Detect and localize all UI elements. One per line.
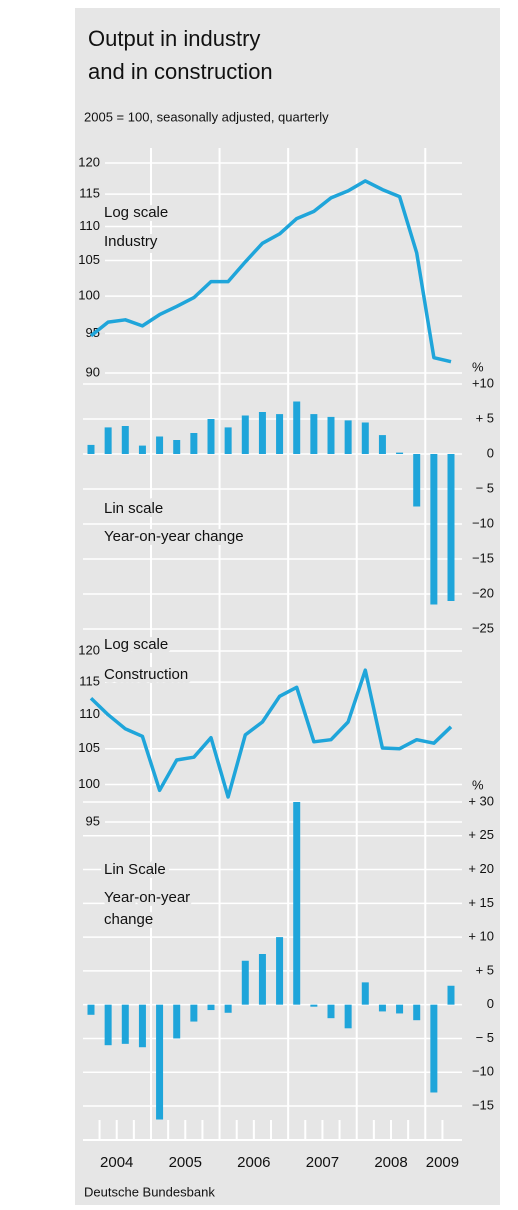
bar xyxy=(396,452,404,454)
bar xyxy=(207,1004,215,1011)
y-tick-label: + 15 xyxy=(468,895,494,910)
x-tick-label: 2007 xyxy=(306,1154,339,1171)
chart-title: and in construction xyxy=(88,59,273,84)
bar xyxy=(138,1004,146,1048)
y-tick-label: 90 xyxy=(86,364,100,379)
bar xyxy=(173,1004,181,1039)
annotation: Lin scale xyxy=(104,500,163,517)
bar xyxy=(378,435,386,454)
bar xyxy=(430,454,438,605)
bar xyxy=(396,1004,404,1014)
bar xyxy=(121,426,129,454)
annotation: Log scale xyxy=(104,204,168,221)
subtitle: 2005 = 100, seasonally adjusted, quarter… xyxy=(84,109,329,124)
bar xyxy=(344,420,352,454)
bar xyxy=(276,937,284,1005)
bar xyxy=(413,1004,421,1021)
y-tick-label: 95 xyxy=(86,813,100,828)
bar xyxy=(190,1004,198,1022)
bar xyxy=(156,1004,164,1120)
annotation: Year-on-year change xyxy=(104,528,244,545)
y-tick-label: −10 xyxy=(472,515,494,530)
y-tick-label: + 5 xyxy=(476,962,494,977)
bar xyxy=(156,436,164,454)
annotation: Log scale xyxy=(104,636,168,653)
bar xyxy=(430,1004,438,1093)
bar xyxy=(224,1004,232,1013)
y-tick-label: 0 xyxy=(487,996,494,1011)
chart-title: Output in industry xyxy=(88,26,260,51)
bar xyxy=(104,1004,112,1046)
y-tick-label: 105 xyxy=(78,740,100,755)
annotation: Lin Scale xyxy=(104,861,166,878)
x-tick-label: 2009 xyxy=(426,1154,459,1171)
y-tick-label: 115 xyxy=(79,674,100,689)
bar xyxy=(361,982,369,1005)
y-tick-label: − 5 xyxy=(476,1030,494,1045)
axis-unit: % xyxy=(472,359,484,374)
bar xyxy=(310,1004,318,1007)
y-tick-label: +10 xyxy=(472,375,494,390)
y-tick-label: −15 xyxy=(472,1097,494,1112)
bar xyxy=(413,454,421,507)
bar xyxy=(258,954,266,1005)
source: Deutsche Bundesbank xyxy=(84,1184,215,1199)
bar xyxy=(121,1004,129,1044)
y-tick-label: + 20 xyxy=(468,861,494,876)
bar xyxy=(138,445,146,454)
y-tick-label: 105 xyxy=(78,252,100,267)
y-tick-label: − 5 xyxy=(476,480,494,495)
y-tick-label: 0 xyxy=(487,445,494,460)
bar xyxy=(447,454,455,601)
bar xyxy=(327,1004,335,1019)
y-tick-label: 120 xyxy=(78,154,100,169)
bar xyxy=(310,414,318,454)
bar xyxy=(224,427,232,454)
y-tick-label: 110 xyxy=(79,218,100,233)
bar xyxy=(87,1004,95,1015)
bar xyxy=(361,422,369,454)
x-tick-label: 2008 xyxy=(374,1154,407,1171)
y-tick-label: −10 xyxy=(472,1064,494,1079)
y-tick-label: 100 xyxy=(78,288,100,303)
bar xyxy=(87,444,95,454)
bar xyxy=(276,414,284,454)
line xyxy=(89,179,452,364)
annotation: Year-on-year xyxy=(104,889,190,906)
bar xyxy=(293,401,301,454)
bar xyxy=(378,1004,386,1012)
y-tick-label: −20 xyxy=(472,585,494,600)
y-tick-label: + 10 xyxy=(468,929,494,944)
bar xyxy=(190,433,198,454)
x-tick-label: 2005 xyxy=(169,1154,202,1171)
y-tick-label: + 25 xyxy=(468,827,494,842)
y-tick-label: −25 xyxy=(472,620,494,635)
y-tick-label: + 5 xyxy=(476,410,494,425)
bar xyxy=(207,419,215,454)
annotation: Construction xyxy=(104,666,188,683)
x-tick-label: 2006 xyxy=(237,1154,270,1171)
y-tick-label: + 30 xyxy=(468,793,494,808)
y-tick-label: 115 xyxy=(79,186,100,201)
y-tick-label: 110 xyxy=(79,706,100,721)
y-tick-label: 120 xyxy=(78,642,100,657)
y-tick-label: −15 xyxy=(472,550,494,565)
x-tick-label: 2004 xyxy=(100,1154,133,1171)
bar xyxy=(327,416,335,454)
bar xyxy=(258,412,266,454)
annotation: Industry xyxy=(104,233,158,250)
annotation: change xyxy=(104,911,153,928)
bar xyxy=(173,440,181,454)
bar xyxy=(447,985,455,1005)
line xyxy=(89,668,453,799)
bar xyxy=(293,802,301,1005)
y-tick-label: 100 xyxy=(78,776,100,791)
bar xyxy=(344,1004,352,1029)
bar xyxy=(104,427,112,454)
bar xyxy=(241,415,249,454)
bar xyxy=(241,960,249,1005)
axis-unit: % xyxy=(472,777,484,792)
